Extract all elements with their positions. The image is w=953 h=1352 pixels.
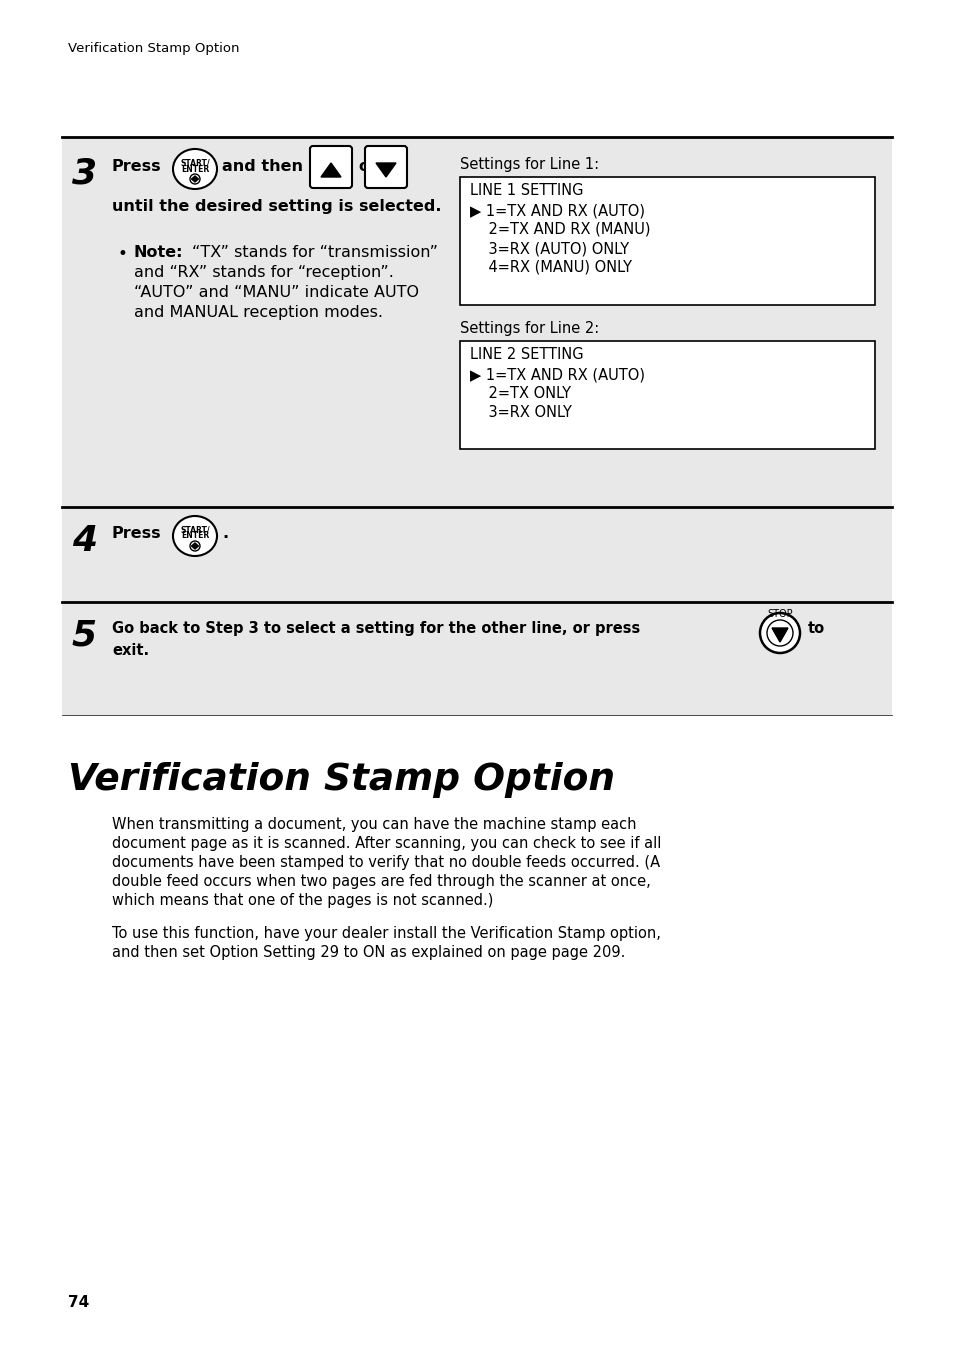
Text: 2=TX AND RX (MANU): 2=TX AND RX (MANU) — [470, 222, 650, 237]
Ellipse shape — [172, 149, 216, 189]
Polygon shape — [320, 164, 340, 177]
Polygon shape — [192, 176, 198, 183]
Text: double feed occurs when two pages are fed through the scanner at once,: double feed occurs when two pages are fe… — [112, 873, 650, 890]
Text: Press: Press — [112, 160, 161, 174]
Text: and MANUAL reception modes.: and MANUAL reception modes. — [133, 306, 382, 320]
Polygon shape — [192, 544, 198, 549]
Text: Settings for Line 1:: Settings for Line 1: — [459, 157, 598, 172]
FancyBboxPatch shape — [365, 146, 407, 188]
Text: When transmitting a document, you can have the machine stamp each: When transmitting a document, you can ha… — [112, 817, 636, 831]
Polygon shape — [771, 627, 787, 642]
Text: To use this function, have your dealer install the Verification Stamp option,: To use this function, have your dealer i… — [112, 926, 660, 941]
Bar — [459, 177, 874, 306]
Text: 3: 3 — [71, 157, 97, 191]
Text: 5: 5 — [71, 619, 97, 653]
Text: •: • — [118, 245, 128, 264]
Text: to: to — [807, 621, 824, 635]
Text: Verification Stamp Option: Verification Stamp Option — [68, 763, 615, 798]
Text: and then: and then — [222, 160, 303, 174]
Text: and “RX” stands for “reception”.: and “RX” stands for “reception”. — [133, 265, 394, 280]
Text: 3=RX (AUTO) ONLY: 3=RX (AUTO) ONLY — [470, 241, 628, 256]
Text: ENTER: ENTER — [181, 165, 209, 173]
Text: which means that one of the pages is not scanned.): which means that one of the pages is not… — [112, 894, 493, 909]
Text: document page as it is scanned. After scanning, you can check to see if all: document page as it is scanned. After sc… — [112, 836, 660, 850]
Text: LINE 1 SETTING: LINE 1 SETTING — [470, 183, 583, 197]
Text: Settings for Line 2:: Settings for Line 2: — [459, 320, 598, 337]
Text: Verification Stamp Option: Verification Stamp Option — [68, 42, 239, 55]
Text: ▶ 1=TX AND RX (AUTO): ▶ 1=TX AND RX (AUTO) — [470, 203, 644, 218]
Text: START/: START/ — [180, 526, 210, 534]
FancyBboxPatch shape — [310, 146, 352, 188]
Polygon shape — [375, 164, 395, 177]
Text: “AUTO” and “MANU” indicate AUTO: “AUTO” and “MANU” indicate AUTO — [133, 285, 418, 300]
Text: Press: Press — [112, 526, 161, 541]
Text: 3=RX ONLY: 3=RX ONLY — [470, 406, 571, 420]
Text: ▶ 1=TX AND RX (AUTO): ▶ 1=TX AND RX (AUTO) — [470, 366, 644, 383]
Text: documents have been stamped to verify that no double feeds occurred. (A: documents have been stamped to verify th… — [112, 854, 659, 869]
Text: 4: 4 — [71, 525, 97, 558]
Text: 74: 74 — [68, 1295, 90, 1310]
Circle shape — [760, 612, 800, 653]
Text: Go back to Step 3 to select a setting for the other line, or press: Go back to Step 3 to select a setting fo… — [112, 621, 639, 635]
Text: 4=RX (MANU) ONLY: 4=RX (MANU) ONLY — [470, 260, 631, 274]
Text: LINE 2 SETTING: LINE 2 SETTING — [470, 347, 583, 362]
Text: until the desired setting is selected.: until the desired setting is selected. — [112, 199, 441, 214]
Text: 2=TX ONLY: 2=TX ONLY — [470, 387, 571, 402]
Ellipse shape — [172, 516, 216, 556]
Text: Note:: Note: — [133, 245, 183, 260]
Text: exit.: exit. — [112, 644, 149, 658]
Bar — [62, 137, 891, 715]
Text: STOP: STOP — [766, 608, 792, 619]
Bar — [459, 341, 874, 449]
Text: START/: START/ — [180, 158, 210, 168]
Text: ENTER: ENTER — [181, 531, 209, 541]
Text: .: . — [222, 526, 228, 541]
Text: and then set Option Setting 29 to ON as explained on page page 209.: and then set Option Setting 29 to ON as … — [112, 945, 625, 960]
Text: or: or — [357, 160, 376, 174]
Text: “TX” stands for “transmission”: “TX” stands for “transmission” — [192, 245, 437, 260]
